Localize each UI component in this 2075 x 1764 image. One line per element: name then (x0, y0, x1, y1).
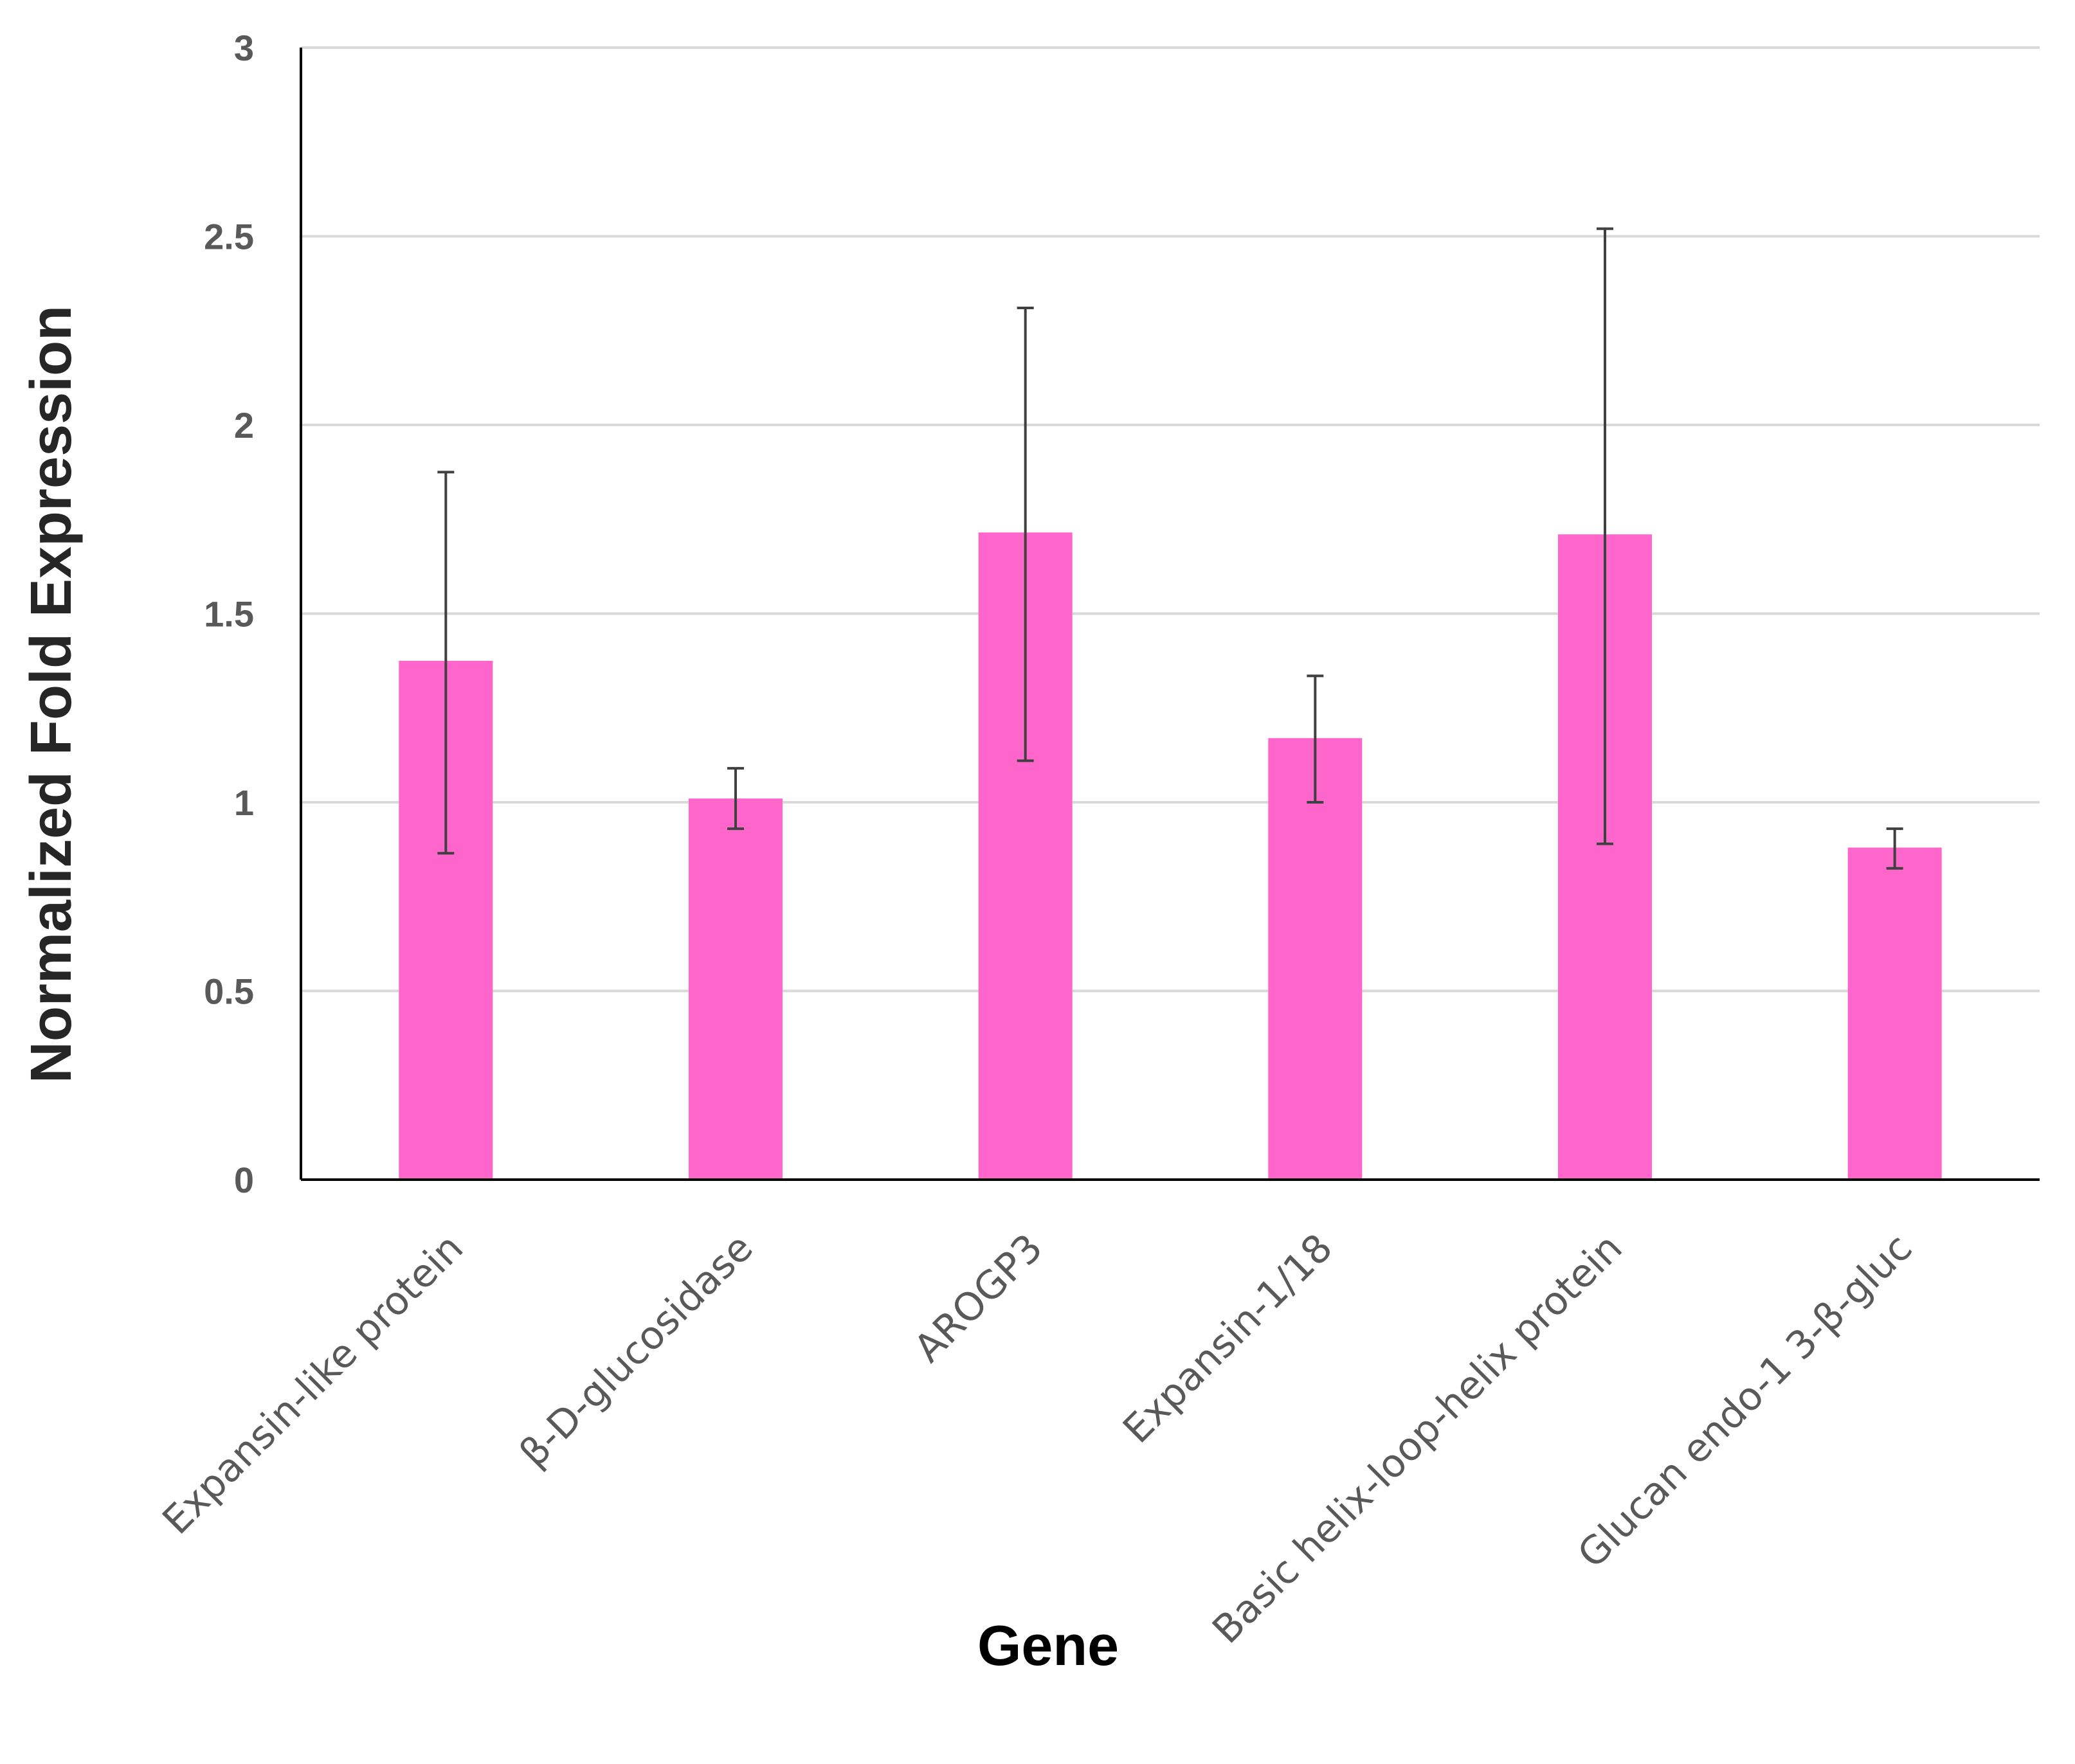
y-tick-label: 0 (234, 1160, 254, 1200)
bar (1847, 847, 1942, 1180)
bar (1268, 738, 1363, 1180)
gridlines (301, 46, 2040, 993)
bar (689, 798, 783, 1180)
x-tick-label: Expansin-like protein (154, 1225, 472, 1543)
x-tick-label: AROGP3 (905, 1225, 1051, 1371)
bars (399, 532, 1942, 1180)
y-tick-label: 1 (234, 782, 254, 823)
y-tick-label: 0.5 (204, 971, 254, 1012)
x-tick-labels: Expansin-like protein β-D-glucosidase AROG… (154, 1225, 1921, 1652)
x-tick-label: β-D-glucosidase (511, 1225, 762, 1476)
error-bars (437, 227, 1903, 870)
y-tick-label: 2.5 (204, 217, 254, 257)
x-tick-label: Glucan endo-1 3-β-gluc (1569, 1225, 1921, 1577)
y-axis-title: Normalized Fold Expression (19, 305, 84, 1083)
x-tick-label: Expansin-1/18 (1114, 1225, 1341, 1452)
y-tick-label: 1.5 (204, 594, 254, 634)
y-tick-label: 2 (234, 405, 254, 446)
y-tick-labels: 0 0.5 1 1.5 2 2.5 3 (204, 28, 254, 1200)
y-tick-label: 3 (234, 28, 254, 68)
x-axis-title: Gene (977, 1614, 1119, 1677)
